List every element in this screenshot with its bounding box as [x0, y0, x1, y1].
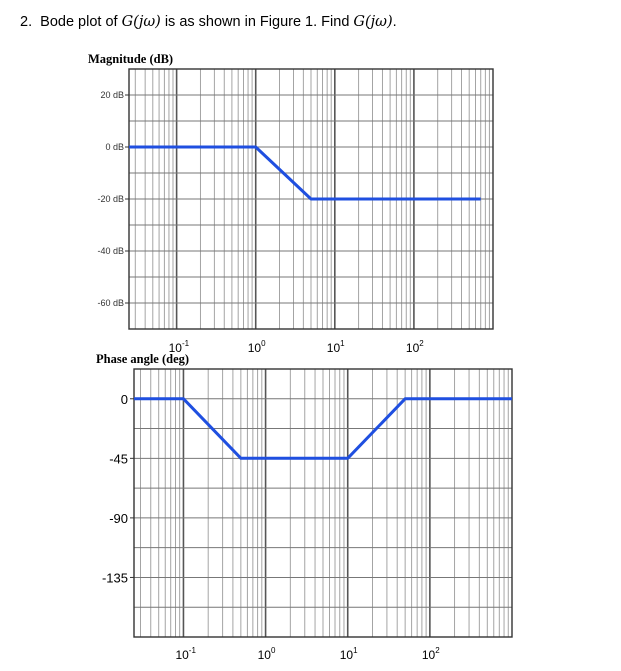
- phase-xtick-label: 102: [422, 646, 440, 662]
- magnitude-xtick-label: 102: [406, 339, 424, 355]
- magnitude-ytick-label: 0 dB: [105, 142, 124, 152]
- phase-xtick-label: 101: [340, 646, 358, 662]
- question-text-before: Bode plot of: [40, 14, 122, 30]
- phase-xtick-label: 10-1: [175, 646, 196, 662]
- phase-grid: [134, 369, 512, 637]
- transfer-function-2: G(jω): [353, 14, 393, 30]
- question-text-middle: is as shown in Figure 1. Find: [160, 14, 354, 30]
- magnitude-xtick-label: 10-1: [169, 339, 190, 355]
- magnitude-chart-title: Magnitude (dB): [88, 52, 174, 66]
- question-number: 2.: [20, 14, 33, 30]
- magnitude-chart: 20 dB 0 dB -20 dB -40 dB -60 dB 10-1 100 101 102: [97, 68, 494, 355]
- magnitude-ytick-label: -40 dB: [97, 246, 124, 256]
- transfer-function-1: G(jω): [121, 14, 161, 30]
- magnitude-xtick-label: 100: [248, 339, 266, 355]
- magnitude-series-line: [129, 145, 481, 201]
- magnitude-xtick-label: 101: [327, 339, 345, 355]
- phase-chart: 0 -45 -90 -135 10-1 100 101 102: [102, 368, 513, 662]
- magnitude-ytick-label: -60 dB: [97, 298, 124, 308]
- phase-frame: [133, 368, 513, 638]
- phase-ytick-label: -45: [109, 451, 128, 466]
- phase-ytick-label: 0: [121, 392, 128, 407]
- question-text-after: .: [392, 14, 397, 30]
- phase-chart-title: Phase angle (deg): [96, 352, 190, 366]
- phase-xtick-label: 100: [258, 646, 276, 662]
- magnitude-ytick-label: 20 dB: [100, 90, 124, 100]
- phase-ytick-label: -90: [109, 511, 128, 526]
- magnitude-ytick-label: -20 dB: [97, 194, 124, 204]
- phase-ytick-label: -135: [102, 570, 128, 585]
- phase-series-line: [134, 397, 512, 460]
- question-text: 2. Bode plot of G(jω) is as shown in Fig…: [20, 14, 397, 30]
